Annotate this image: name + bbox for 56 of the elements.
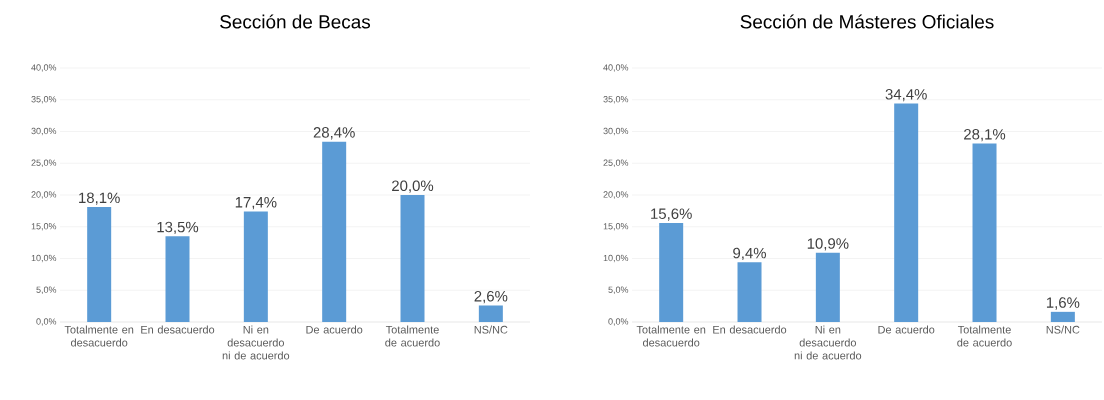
data-label: 18,1% [79,192,120,205]
x-tick-label: De acuerdo [306,325,363,334]
y-tick-label: 20,0% [31,191,57,199]
bar [165,236,190,322]
y-tick-label: 15,0% [603,223,629,231]
data-label: 15,6% [651,208,692,221]
data-label: 28,1% [964,129,1006,142]
x-tick-label: NS/NC [474,325,508,334]
data-label: 10,9% [807,238,849,251]
bar [243,211,268,322]
x-tick-label: Totalmente en desacuerdo [64,325,134,347]
y-tick-label: 30,0% [603,127,629,136]
bar [737,262,762,322]
y-tick-label: 0,0% [36,318,57,326]
data-label: 17,4% [235,197,277,210]
y-tick-label: 25,0% [31,159,57,167]
bar [894,103,919,322]
chart-title: Sección de Becas [220,14,371,29]
y-tick-label: 0,0% [608,318,629,326]
x-tick-label: En desacuerdo [713,325,787,334]
data-label: 13,5% [157,221,199,235]
bar [478,305,503,322]
bar [815,252,840,322]
y-tick-label: 20,0% [603,191,629,199]
bar [659,222,684,322]
bar [972,143,997,322]
x-tick-label: NS/NC [1046,325,1080,334]
data-label: 2,6% [474,290,508,304]
chart-title: Sección de Másteres Oficiales [740,14,994,29]
data-label: 20,0% [392,180,434,193]
y-tick-label: 5,0% [36,286,57,294]
x-tick-label: Totalmente de acuerdo [385,325,440,347]
x-tick-label: De acuerdo [878,325,935,334]
y-tick-label: 5,0% [608,286,629,294]
bar [322,141,347,322]
y-tick-label: 15,0% [31,223,57,231]
x-tick-label: Totalmente en desacuerdo [636,325,706,347]
bar [87,207,112,322]
x-tick-label: Ni en desacuerdo ni de acuerdo [794,325,862,360]
data-label: 34,4% [885,89,927,102]
y-tick-label: 40,0% [603,64,629,72]
bar [400,195,425,322]
x-tick-label: Totalmente de acuerdo [957,325,1012,347]
y-tick-label: 25,0% [603,159,629,167]
y-tick-label: 40,0% [31,64,57,72]
x-tick-label: Ni en desacuerdo ni de acuerdo [222,325,290,360]
data-label: 9,4% [733,247,767,261]
data-label: 28,4% [313,127,355,140]
bar [1050,311,1075,322]
x-tick-label: En desacuerdo [141,325,215,334]
y-tick-label: 30,0% [31,127,57,136]
y-tick-label: 10,0% [603,254,629,263]
y-tick-label: 35,0% [603,96,629,104]
data-label: 1,6% [1046,297,1080,310]
y-tick-label: 35,0% [31,96,57,104]
y-tick-label: 10,0% [31,254,57,263]
